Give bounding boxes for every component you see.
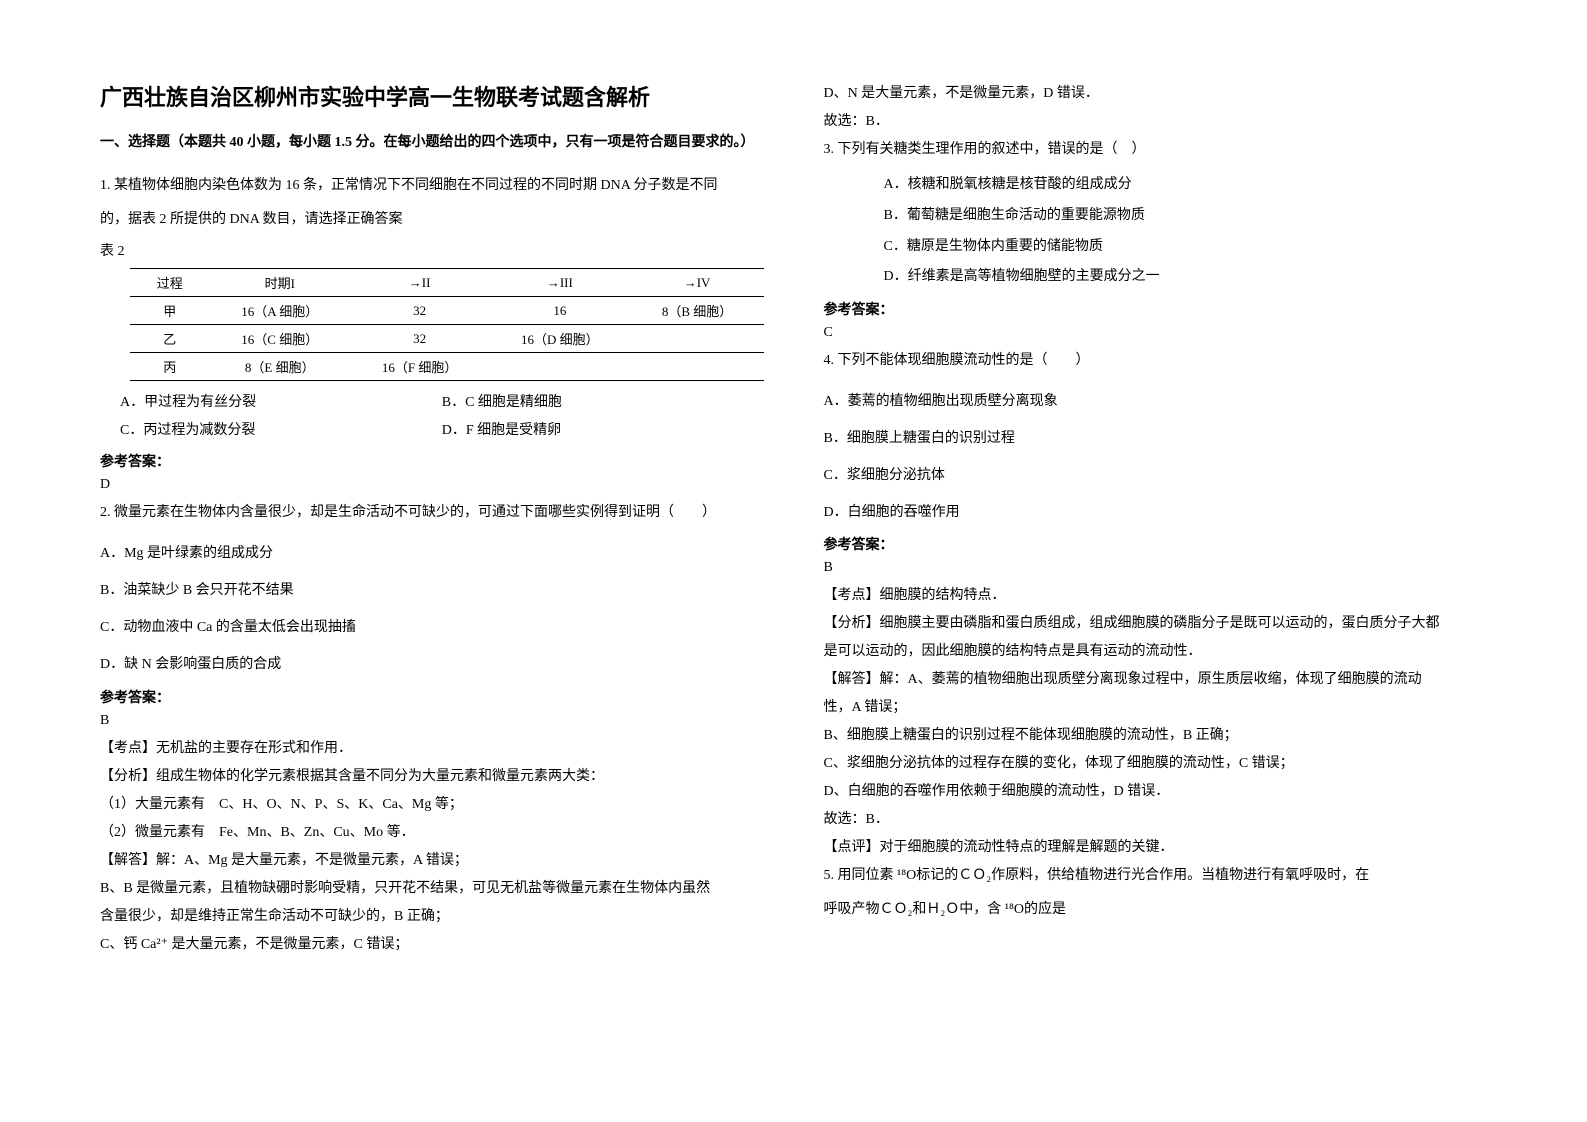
q1-optC: C．丙过程为减数分裂 xyxy=(120,417,442,445)
td: 32 xyxy=(350,325,489,353)
table-header-row: 过程 时期I →II →III →IV xyxy=(130,269,764,297)
q5-stem-l1: 5. 用同位素 ¹⁸O标记的ＣＯ₂作原料，供给植物进行光合作用。当植物进行有氧呼… xyxy=(824,862,1488,890)
q4-exp10: 【点评】对于细胞膜的流动性特点的理解是解题的关键． xyxy=(824,834,1488,862)
td: 乙 xyxy=(130,325,209,353)
q2-cont2: 故选：B． xyxy=(824,108,1488,136)
q4-exp5: 性，A 错误； xyxy=(824,694,1488,722)
q2-exp2: 【分析】组成生物体的化学元素根据其含量不同分为大量元素和微量元素两大类： xyxy=(100,763,764,791)
th: →II xyxy=(350,269,489,297)
td xyxy=(631,353,764,381)
th: 时期I xyxy=(209,269,350,297)
q3-answer-header: 参考答案： xyxy=(824,299,1488,319)
q4-exp8: D、白细胞的吞噬作用依赖于细胞膜的流动性，D 错误． xyxy=(824,778,1488,806)
q2-optB: B．油菜缺少 B 会只开花不结果 xyxy=(100,576,764,607)
q4-exp2: 【分析】细胞膜主要由磷脂和蛋白质组成，组成细胞膜的磷脂分子是既可以运动的，蛋白质… xyxy=(824,610,1488,638)
q4-exp9: 故选：B． xyxy=(824,806,1488,834)
q4-exp6: B、细胞膜上糖蛋白的识别过程不能体现细胞膜的流动性，B 正确； xyxy=(824,722,1488,750)
q2-answer: B xyxy=(100,713,764,729)
q2-cont1: D、N 是大量元素，不是微量元素，D 错误． xyxy=(824,80,1488,108)
q1-optA: A．甲过程为有丝分裂 xyxy=(120,389,442,417)
q4-optA: A．萎蔫的植物细胞出现质壁分离现象 xyxy=(824,387,1488,418)
q3-optA: A．核糖和脱氧核糖是核苷酸的组成成分 xyxy=(884,170,1488,201)
q3-optD: D．纤维素是高等植物细胞壁的主要成分之一 xyxy=(884,262,1488,293)
table-row: 乙 16（C 细胞） 32 16（D 细胞） xyxy=(130,325,764,353)
q1-optB: B．C 细胞是精细胞 xyxy=(442,389,764,417)
td: 8（B 细胞） xyxy=(631,297,764,325)
q4-exp7: C、浆细胞分泌抗体的过程存在膜的变化，体现了细胞膜的流动性，C 错误； xyxy=(824,750,1488,778)
q4-optC: C．浆细胞分泌抗体 xyxy=(824,461,1488,492)
table-row: 丙 8（E 细胞） 16（F 细胞） xyxy=(130,353,764,381)
q2-exp6: B、B 是微量元素，且植物缺硼时影响受精，只开花不结果，可见无机盐等微量元素在生… xyxy=(100,875,764,903)
q3-optB: B．葡萄糖是细胞生命活动的重要能源物质 xyxy=(884,201,1488,232)
q4-exp3: 是可以运动的，因此细胞膜的结构特点是具有运动的流动性． xyxy=(824,638,1488,666)
q2-answer-header: 参考答案： xyxy=(100,687,764,707)
td xyxy=(489,353,631,381)
q4-stem: 4. 下列不能体现细胞膜流动性的是（ ） xyxy=(824,347,1488,375)
q2-optC: C．动物血液中 Ca 的含量太低会出现抽搐 xyxy=(100,613,764,644)
q1-opts-row2: C．丙过程为减数分裂 D．F 细胞是受精卵 xyxy=(120,417,764,445)
td: 32 xyxy=(350,297,489,325)
q2-exp4: （2）微量元素有 Fe、Mn、B、Zn、Cu、Mo 等． xyxy=(100,819,764,847)
q5-stem-l2: 呼吸产物ＣＯ₂和Ｈ₂Ｏ中，含 ¹⁸O的应是 xyxy=(824,896,1488,924)
q2-exp7: 含量很少，却是维持正常生命活动不可缺少的，B 正确； xyxy=(100,903,764,931)
q4-exp1: 【考点】细胞膜的结构特点． xyxy=(824,582,1488,610)
q2-optA: A．Mg 是叶绿素的组成成分 xyxy=(100,539,764,570)
th: →III xyxy=(489,269,631,297)
q3-stem: 3. 下列有关糖类生理作用的叙述中，错误的是（ ） xyxy=(824,136,1488,164)
q2-exp1: 【考点】无机盐的主要存在形式和作用． xyxy=(100,735,764,763)
q2-exp5: 【解答】解：A、Mg 是大量元素，不是微量元素，A 错误； xyxy=(100,847,764,875)
q1-stem-l1: 1. 某植物体细胞内染色体数为 16 条，正常情况下不同细胞在不同过程的不同时期… xyxy=(100,172,764,200)
td: 16 xyxy=(489,297,631,325)
q4-answer: B xyxy=(824,560,1488,576)
left-column: 广西壮族自治区柳州市实验中学高一生物联考试题含解析 一、选择题（本题共 40 小… xyxy=(100,80,764,1082)
table-row: 甲 16（A 细胞） 32 16 8（B 细胞） xyxy=(130,297,764,325)
td: 16（F 细胞） xyxy=(350,353,489,381)
section-header: 一、选择题（本题共 40 小题，每小题 1.5 分。在每小题给出的四个选项中，只… xyxy=(100,132,764,154)
td: 丙 xyxy=(130,353,209,381)
q2-exp8: C、钙 Ca²⁺ 是大量元素，不是微量元素，C 错误； xyxy=(100,931,764,959)
td xyxy=(631,325,764,353)
q1-answer: D xyxy=(100,477,764,493)
page-title: 广西壮族自治区柳州市实验中学高一生物联考试题含解析 xyxy=(100,80,764,112)
td: 甲 xyxy=(130,297,209,325)
td: 8（E 细胞） xyxy=(209,353,350,381)
q1-opts-row1: A．甲过程为有丝分裂 B．C 细胞是精细胞 xyxy=(120,389,764,417)
q3-answer: C xyxy=(824,325,1488,341)
td: 16（D 细胞） xyxy=(489,325,631,353)
q4-optD: D．白细胞的吞噬作用 xyxy=(824,498,1488,529)
q3-optC: C．糖原是生物体内重要的储能物质 xyxy=(884,232,1488,263)
q4-optB: B．细胞膜上糖蛋白的识别过程 xyxy=(824,424,1488,455)
q1-table: 过程 时期I →II →III →IV 甲 16（A 细胞） 32 16 8（B… xyxy=(130,268,764,381)
td: 16（C 细胞） xyxy=(209,325,350,353)
right-column: D、N 是大量元素，不是微量元素，D 错误． 故选：B． 3. 下列有关糖类生理… xyxy=(824,80,1488,1082)
q4-answer-header: 参考答案： xyxy=(824,534,1488,554)
q2-stem: 2. 微量元素在生物体内含量很少，却是生命活动不可缺少的，可通过下面哪些实例得到… xyxy=(100,499,764,527)
th: →IV xyxy=(631,269,764,297)
q2-optD: D．缺 N 会影响蛋白质的合成 xyxy=(100,650,764,681)
q1-optD: D．F 细胞是受精卵 xyxy=(442,417,764,445)
q2-exp3: （1）大量元素有 C、H、O、N、P、S、K、Ca、Mg 等； xyxy=(100,791,764,819)
q1-stem-l2: 的，据表 2 所提供的 DNA 数目，请选择正确答案 xyxy=(100,206,764,234)
q1-table-label: 表 2 xyxy=(100,240,764,260)
td: 16（A 细胞） xyxy=(209,297,350,325)
q4-exp4: 【解答】解：A、萎蔫的植物细胞出现质壁分离现象过程中，原生质层收缩，体现了细胞膜… xyxy=(824,666,1488,694)
th: 过程 xyxy=(130,269,209,297)
q1-answer-header: 参考答案： xyxy=(100,451,764,471)
